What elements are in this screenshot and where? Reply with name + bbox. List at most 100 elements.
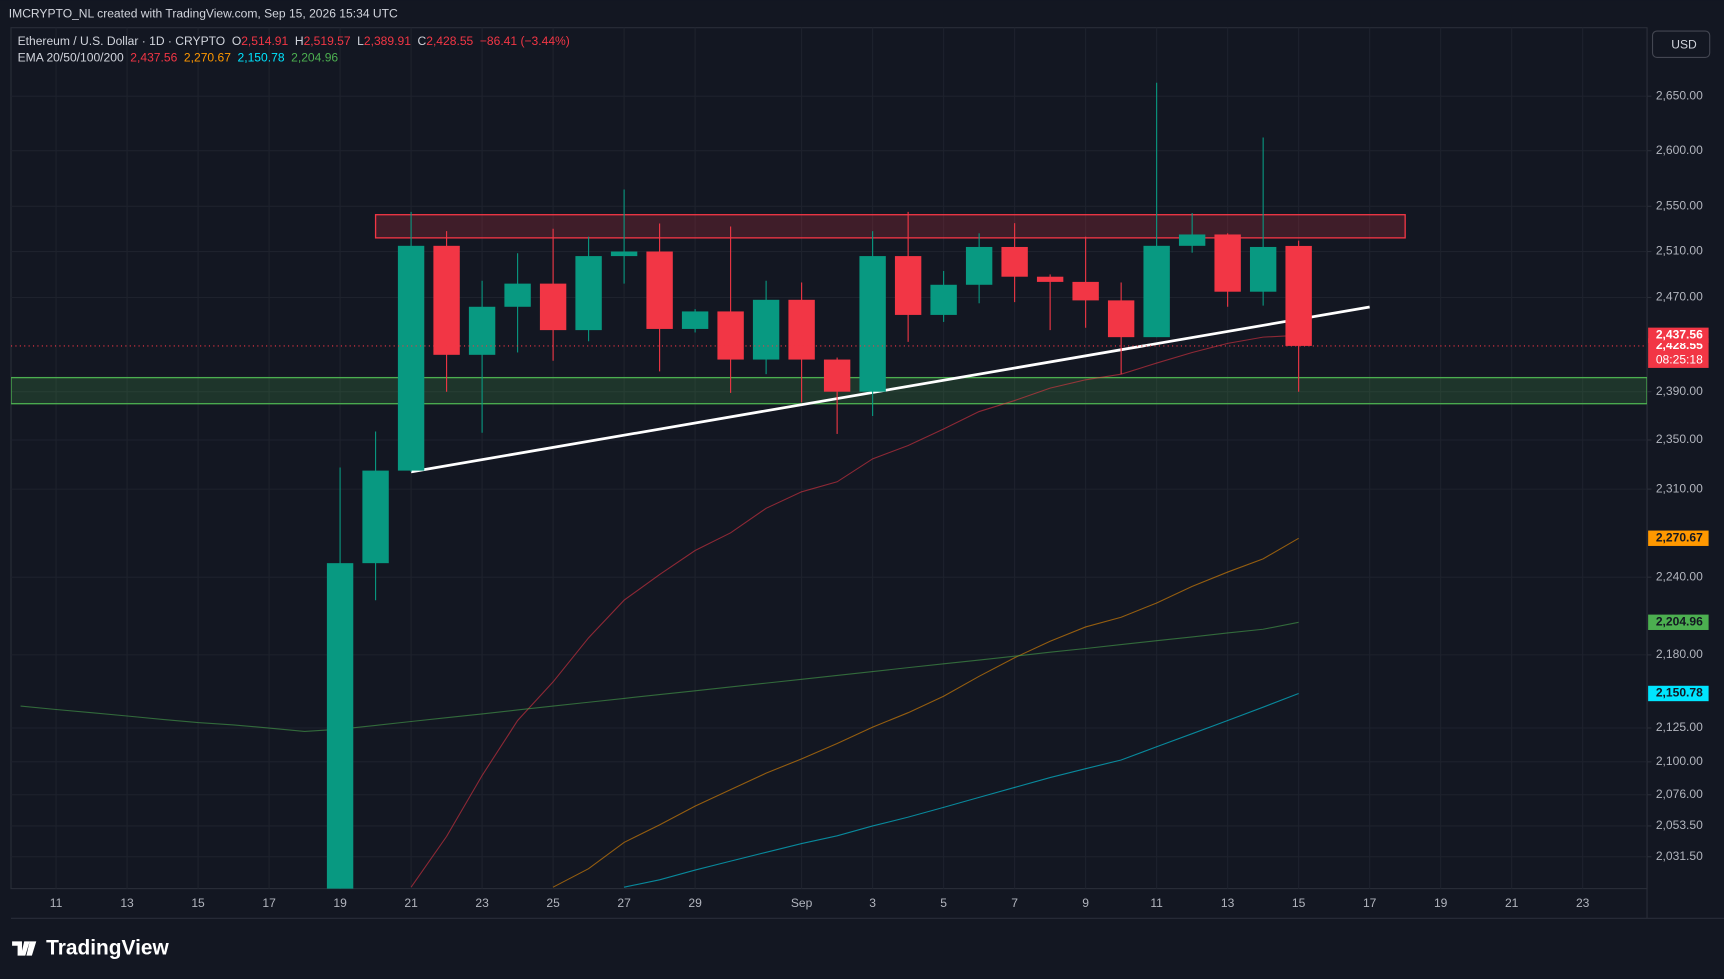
logo: TradingView: [12, 937, 170, 960]
candle-body: [1143, 245, 1170, 338]
candle-body: [1072, 281, 1099, 301]
x-tick-label: 17: [1363, 896, 1377, 910]
ema-badge-label: 2,204.96: [1656, 614, 1703, 628]
ema-line: [410, 334, 1299, 888]
candle-body: [930, 284, 957, 315]
candle-body: [1285, 245, 1312, 346]
ohlc-key: H: [295, 34, 304, 48]
y-tick-label: 2,650.00: [1656, 88, 1703, 102]
ema-line: [20, 621, 1299, 732]
candle-body: [681, 311, 709, 329]
legend-row: EMA 20/50/100/200 2,437.56 2,270.67 2,150.7…: [18, 51, 339, 65]
candle-body: [965, 246, 993, 285]
x-tick-label: 13: [1221, 896, 1235, 910]
candle-body: [397, 245, 425, 471]
x-tick-label: 21: [404, 896, 418, 910]
candle-body: [433, 245, 460, 355]
x-tick-label: 19: [1434, 896, 1448, 910]
x-tick-label: 15: [191, 896, 205, 910]
candle-body: [610, 251, 638, 257]
y-tick-label: 2,510.00: [1656, 244, 1703, 258]
candle-body: [1249, 246, 1277, 292]
x-tick-label: 5: [940, 896, 947, 910]
y-tick-label: 2,350.00: [1656, 432, 1703, 446]
x-tick-label: 17: [262, 896, 276, 910]
legend-value: 2,150.78: [238, 51, 285, 65]
candle-body: [646, 251, 673, 329]
ema-badge-label: 2,150.78: [1656, 686, 1703, 700]
ema-line: [623, 692, 1299, 888]
brand: TradingView: [46, 937, 169, 960]
plot-area: [10, 27, 1648, 890]
candle-body: [859, 256, 886, 392]
y-tick-label: 2,125.00: [1656, 720, 1703, 734]
y-tick-label: 2,470.00: [1656, 290, 1703, 304]
candle-body: [575, 256, 602, 331]
ema-badge: [1648, 327, 1709, 344]
candle-body: [894, 256, 922, 315]
x-tick-label: 9: [1082, 896, 1089, 910]
x-tick-label: 11: [1150, 896, 1163, 910]
x-tick-label: 27: [617, 896, 631, 910]
zone: [374, 214, 1406, 239]
indicator: EMA 20/50/100/200: [18, 51, 124, 65]
countdown: 08:25:18: [1656, 352, 1703, 366]
candle-body: [1107, 300, 1135, 338]
candle-body: [752, 299, 780, 360]
candle-body: [788, 299, 815, 360]
legend-row: Ethereum / U.S. Dollar · 1D · CRYPTO O2,5…: [18, 34, 570, 48]
candle-body: [504, 283, 531, 307]
change: −86.41 (−3.44%): [480, 34, 570, 48]
x-tick-label: 21: [1505, 896, 1519, 910]
legend-value: 2,270.67: [184, 51, 231, 65]
currency[interactable]: USD: [1671, 37, 1697, 51]
ema-badge-label: 2,270.67: [1656, 530, 1703, 544]
y-tick-label: 2,180.00: [1656, 647, 1703, 661]
legend-value: 2,204.96: [291, 51, 338, 65]
y-tick-label: 2,600.00: [1656, 143, 1703, 157]
price-badge: [1648, 338, 1709, 368]
candle-body: [539, 283, 567, 331]
candle-body: [326, 563, 354, 889]
candle-body: [823, 359, 851, 392]
ohlc-value: 2,514.91: [241, 34, 288, 48]
candle-body: [362, 470, 389, 564]
x-tick-label: 15: [1292, 896, 1306, 910]
y-tick-label: 2,390.00: [1656, 384, 1703, 398]
ohlc-value: 2,428.55: [426, 34, 473, 48]
y-tick-label: 2,550.00: [1656, 198, 1703, 212]
y-tick-label: 2,076.00: [1656, 787, 1703, 801]
ema-badge: [1648, 614, 1709, 630]
ohlc-value: 2,519.57: [304, 34, 351, 48]
plot-layer: [10, 82, 1648, 889]
x-tick-label: 25: [546, 896, 560, 910]
x-tick-label: 23: [475, 896, 489, 910]
currency-button[interactable]: [1651, 30, 1711, 58]
ema-badge: [1648, 685, 1709, 702]
trendline: [410, 305, 1370, 474]
candle-body: [1036, 276, 1064, 282]
x-tick-label: 23: [1576, 896, 1590, 910]
candle-body: [1001, 246, 1028, 277]
y-tick-label: 2,240.00: [1656, 569, 1703, 583]
ohlc-key: O: [232, 34, 241, 48]
candle-body: [468, 306, 496, 355]
y-tick-label: 2,053.50: [1656, 818, 1703, 832]
candle-body: [717, 311, 744, 360]
x-tick-label: 3: [869, 896, 876, 910]
symbol: Ethereum / U.S. Dollar · 1D · CRYPTO: [18, 34, 226, 48]
x-tick-label: 19: [333, 896, 347, 910]
candle-body: [1178, 234, 1206, 246]
ema-line: [552, 537, 1299, 888]
ohlc-key: C: [418, 34, 427, 48]
ema-badge: [1648, 530, 1709, 546]
ohlc-key: L: [357, 34, 364, 48]
x-tick-label: 29: [688, 896, 702, 910]
x-tick-label: 7: [1011, 896, 1018, 910]
credit: IMCRYPTO_NL created with TradingView.com…: [9, 7, 398, 21]
candle-body: [1214, 234, 1241, 292]
y-tick-label: 2,100.00: [1656, 754, 1703, 768]
x-tick-label: 11: [50, 896, 63, 910]
